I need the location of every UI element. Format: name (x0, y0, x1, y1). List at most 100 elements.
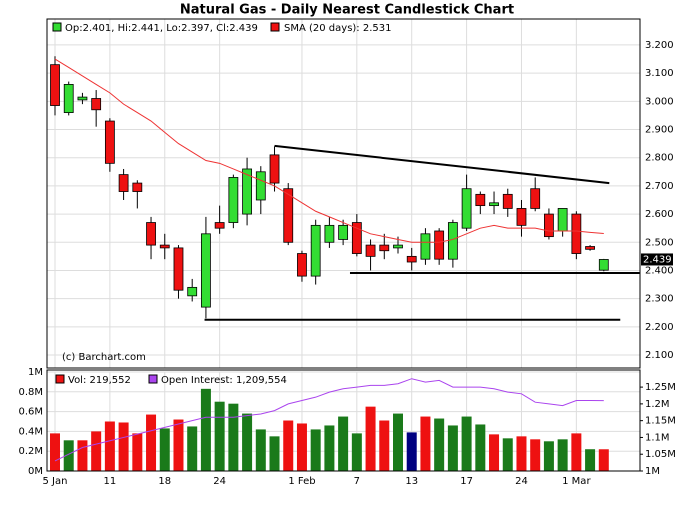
candle-body (324, 224, 335, 243)
candle-body (598, 259, 609, 271)
candle-body (187, 286, 198, 297)
candle-body (104, 120, 115, 164)
y-tick-label: 2.600 (645, 209, 674, 220)
price-tag (641, 253, 673, 266)
volume-bar (91, 431, 102, 471)
legend-text: Op:2.401, Hi:2.441, Lo:2.397, Cl:2.439 (65, 23, 258, 34)
candle-body (434, 230, 445, 260)
volume-bar (324, 425, 335, 471)
volume-bar (283, 420, 294, 471)
volume-bar (146, 414, 157, 471)
candle-body (77, 96, 88, 101)
x-tick-label: 13 (405, 476, 418, 487)
candle-body (283, 188, 294, 243)
candle-body (338, 224, 349, 240)
volume-bar (516, 436, 527, 471)
y-tick-label: 3.200 (645, 40, 674, 51)
volume-bar (242, 413, 253, 471)
candle-body (585, 246, 595, 250)
price-tag-label: 2.439 (643, 254, 672, 265)
candle-body (379, 244, 390, 252)
oi-line (54, 378, 604, 462)
y-tick-label: 3.000 (645, 96, 674, 107)
candle-body (255, 171, 266, 201)
candle-body (146, 222, 156, 246)
y-tick-label: 3.100 (645, 68, 674, 79)
trend-line (274, 144, 610, 185)
candle-body (297, 253, 307, 277)
volume-bar (447, 425, 458, 471)
candle-body (63, 84, 74, 113)
y-tick-label: 0.4M (18, 426, 43, 437)
x-tick-label: 24 (213, 476, 226, 487)
candle-body (489, 202, 499, 207)
y-tick-label: 2.300 (645, 294, 674, 305)
candle-body (351, 222, 362, 254)
volume-bar (214, 401, 225, 471)
y-tick-label: 2.100 (645, 350, 674, 361)
candle-body (557, 208, 568, 232)
y-tick-label: 1M (28, 367, 43, 378)
volume-bar (406, 432, 417, 471)
candle-body (365, 244, 376, 257)
y-tick-label: 2.400 (645, 265, 674, 276)
volume-bar (543, 441, 554, 471)
volume-bar (159, 428, 170, 471)
candle-body (310, 224, 321, 277)
candle-body (269, 154, 280, 184)
x-tick-label: 17 (460, 476, 473, 487)
volume-bar (228, 403, 239, 471)
y-tick-label: 0M (28, 466, 43, 477)
y-tick-label: 2.200 (645, 322, 674, 333)
x-tick-label: 18 (158, 476, 171, 487)
y2-tick-label: 1.15M (645, 416, 676, 427)
sma-line (54, 58, 604, 243)
volume-bar (200, 388, 211, 471)
candle-body (530, 188, 541, 209)
candle-body (159, 244, 170, 249)
volume-bar (187, 426, 198, 471)
y-tick-label: 2.800 (645, 153, 674, 164)
volume-bar (420, 416, 431, 471)
legend-swatch (148, 374, 158, 384)
candle-body (228, 177, 239, 223)
x-tick-label: 5 Jan (43, 476, 68, 487)
volume-bar (118, 422, 129, 471)
y2-tick-label: 1.2M (645, 399, 670, 410)
candle-body (447, 222, 458, 260)
volume-bar (393, 413, 403, 471)
y2-tick-label: 1M (645, 466, 660, 477)
y-tick-label: 0.2M (18, 446, 43, 457)
volume-bar (50, 433, 60, 471)
candle-body (502, 193, 513, 209)
y-tick-label: 0.8M (18, 387, 43, 398)
y2-tick-label: 1.1M (645, 432, 670, 443)
candle-body (242, 168, 252, 215)
y-tick-label: 0.6M (18, 407, 43, 418)
volume-bar (173, 419, 184, 471)
volume-bar (530, 439, 541, 471)
candle-body (173, 247, 184, 291)
volume-bar (489, 434, 500, 471)
volume-bar (77, 440, 88, 471)
volume-bar (63, 440, 74, 471)
y2-tick-label: 1.25M (645, 382, 676, 393)
volume-bar (461, 416, 472, 471)
candle-body (406, 255, 417, 263)
y-tick-label: 2.900 (645, 125, 674, 136)
legend-swatch (52, 22, 62, 32)
y-tick-label: 2.500 (645, 237, 674, 248)
candle-body (132, 182, 143, 192)
volume-bar (296, 423, 307, 471)
candle-body (516, 208, 527, 226)
legend-text: SMA (20 days): 2.531 (284, 23, 391, 34)
legend-text: Vol: 219,552 (68, 375, 131, 386)
x-tick-label: 7 (354, 476, 360, 487)
legend-text: Open Interest: 1,209,554 (161, 375, 287, 386)
candle-body (420, 233, 431, 260)
candle-body (214, 222, 225, 229)
candle-body (571, 213, 582, 254)
volume-bar (351, 433, 362, 471)
volume-bar (269, 436, 280, 471)
chart-title: Natural Gas - Daily Nearest Candlestick … (180, 3, 514, 18)
